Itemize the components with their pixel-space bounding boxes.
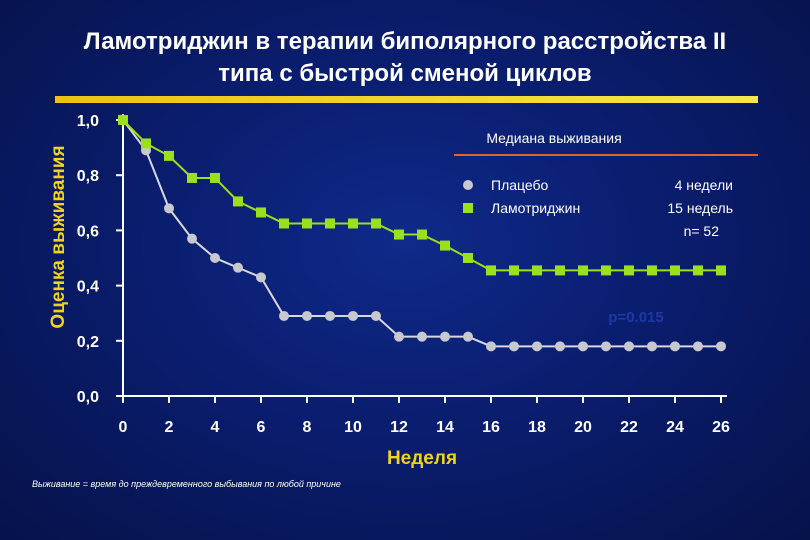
x-tick-label: 0 bbox=[119, 419, 128, 436]
y-tick-label: 0,6 bbox=[77, 223, 99, 240]
placebo-point bbox=[394, 331, 404, 342]
lamotrigine-point bbox=[279, 218, 289, 229]
placebo-point bbox=[187, 233, 197, 244]
footnote: Выживание = время до преждевременного вы… bbox=[32, 479, 341, 489]
legend-lamotrigine-marker bbox=[463, 203, 473, 213]
lamotrigine-point bbox=[256, 207, 266, 218]
placebo-point bbox=[302, 310, 312, 321]
legend-lamotrigine-label: Ламотриджин bbox=[491, 200, 580, 216]
placebo-point bbox=[486, 341, 496, 352]
x-tick-label: 18 bbox=[528, 419, 546, 436]
placebo-point bbox=[164, 203, 174, 214]
placebo-point bbox=[279, 310, 289, 321]
y-tick-label: 0,2 bbox=[77, 334, 99, 351]
x-tick-label: 8 bbox=[303, 419, 312, 436]
legend-placebo-label: Плацебо bbox=[491, 177, 549, 193]
legend-lamotrigine-median: 15 недель bbox=[667, 200, 733, 216]
lamotrigine-point bbox=[302, 218, 312, 229]
lamotrigine-point bbox=[601, 265, 611, 276]
axes: 0,00,20,40,60,81,00 2 4 6 8 10 12 14 16 18 20 22 24 2… bbox=[77, 113, 730, 436]
y-tick-label: 0,4 bbox=[77, 279, 99, 296]
lamotrigine-point bbox=[210, 172, 220, 183]
x-tick-label: 26 bbox=[712, 419, 730, 436]
lamotrigine-point bbox=[486, 265, 496, 276]
lamotrigine-point bbox=[624, 265, 634, 276]
x-tick-label: 14 bbox=[436, 419, 454, 436]
placebo-point bbox=[578, 341, 588, 352]
lamotrigine-point bbox=[233, 196, 243, 207]
placebo-point bbox=[371, 310, 381, 321]
lamotrigine-point bbox=[417, 229, 427, 240]
lamotrigine-point bbox=[647, 265, 657, 276]
lamotrigine-point bbox=[463, 253, 473, 263]
lamotrigine-point bbox=[670, 265, 680, 276]
lamotrigine-point bbox=[371, 218, 381, 229]
placebo-point bbox=[463, 331, 473, 342]
lamotrigine-point bbox=[509, 265, 519, 276]
x-tick-label: 2 bbox=[165, 419, 174, 436]
placebo-point bbox=[417, 331, 427, 342]
placebo-point bbox=[670, 341, 680, 352]
lamotrigine-point bbox=[348, 218, 358, 229]
placebo-point bbox=[601, 341, 611, 352]
lamotrigine-point bbox=[555, 265, 565, 276]
y-tick-label: 1,0 bbox=[77, 113, 99, 130]
placebo-point bbox=[256, 272, 266, 283]
y-axis-label: Оценка выживания bbox=[48, 145, 69, 328]
placebo-point bbox=[624, 341, 634, 352]
placebo-point bbox=[509, 341, 519, 352]
x-tick-label: 22 bbox=[620, 419, 638, 436]
p-value-annotation: p=0.015 bbox=[608, 309, 663, 326]
legend-placebo-marker bbox=[463, 180, 473, 190]
x-tick-label: 12 bbox=[390, 419, 408, 436]
y-tick-label: 0,8 bbox=[77, 168, 99, 185]
placebo-point bbox=[555, 341, 565, 352]
lamotrigine-point bbox=[164, 150, 174, 161]
placebo-point bbox=[210, 253, 220, 263]
lamotrigine-point bbox=[693, 265, 703, 276]
legend-placebo-median: 4 недели bbox=[675, 177, 733, 193]
lamotrigine-point bbox=[187, 172, 197, 183]
x-tick-label: 16 bbox=[482, 419, 500, 436]
placebo-point bbox=[440, 331, 450, 342]
legend-heading: Медиана выживания bbox=[486, 130, 621, 146]
placebo-point bbox=[348, 310, 358, 321]
x-tick-label: 24 bbox=[666, 419, 684, 436]
x-tick-label: 20 bbox=[574, 419, 592, 436]
lamotrigine-point bbox=[394, 229, 404, 240]
legend-sample-size: n= 52 bbox=[684, 223, 720, 239]
chart-title-line-2: типа с быстрой сменой циклов bbox=[218, 60, 592, 87]
placebo-point bbox=[693, 341, 703, 352]
placebo-point bbox=[532, 341, 542, 352]
x-tick-label: 4 bbox=[211, 419, 220, 436]
placebo-point bbox=[647, 341, 657, 352]
x-tick-label: 6 bbox=[257, 419, 266, 436]
title-underline bbox=[55, 96, 758, 103]
placebo-point bbox=[716, 341, 726, 352]
x-axis-label: Неделя bbox=[387, 448, 457, 469]
lamotrigine-point bbox=[325, 218, 335, 229]
series-layer bbox=[118, 115, 726, 352]
y-tick-label: 0,0 bbox=[77, 389, 99, 406]
chart-title-line-1: Ламотриджин в терапии биполярного расстр… bbox=[83, 28, 727, 55]
lamotrigine-point bbox=[141, 138, 151, 149]
lamotrigine-series-line bbox=[122, 119, 721, 272]
chart-title: Ламотриджин в терапии биполярного расстр… bbox=[0, 26, 810, 90]
placebo-point bbox=[325, 310, 335, 321]
lamotrigine-point bbox=[578, 265, 588, 276]
lamotrigine-point bbox=[716, 265, 726, 276]
placebo-point bbox=[233, 262, 243, 273]
lamotrigine-point bbox=[118, 115, 128, 125]
lamotrigine-point bbox=[440, 240, 450, 251]
x-tick-label: 10 bbox=[344, 419, 362, 436]
lamotrigine-point bbox=[532, 265, 542, 276]
